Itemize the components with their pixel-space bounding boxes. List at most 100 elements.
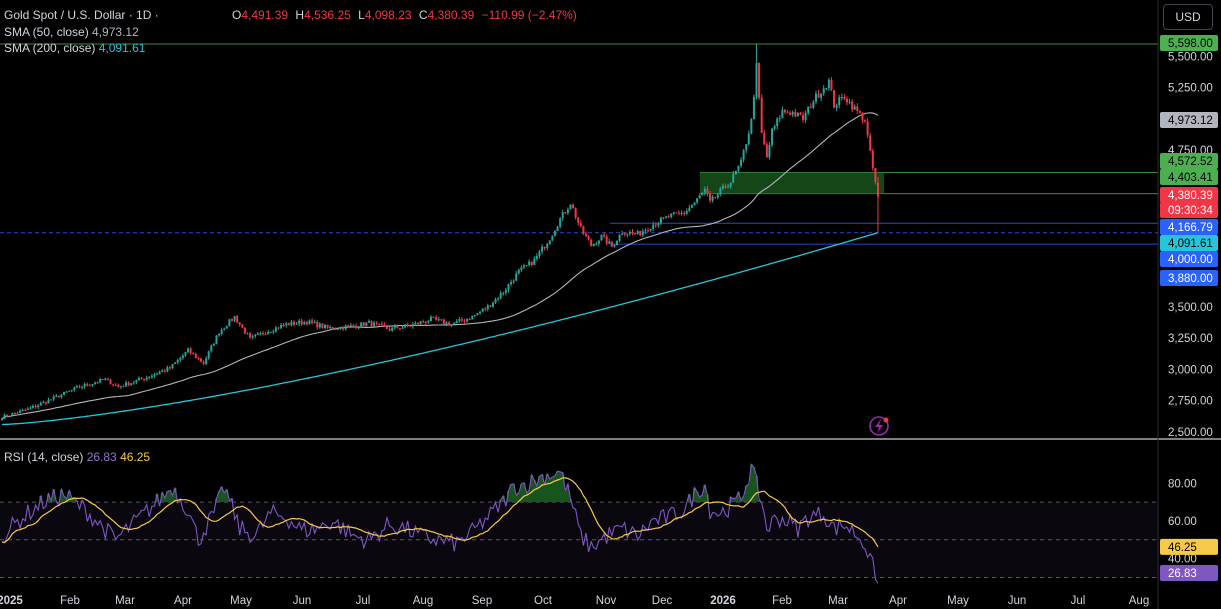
ohlc-readout: O4,491.39 H4,536.25 L4,098.23 C4,380.39 … bbox=[232, 8, 581, 22]
currency-button[interactable]: USD bbox=[1163, 4, 1213, 30]
candle-body bbox=[168, 367, 171, 369]
candle-body bbox=[851, 101, 854, 110]
candle-body bbox=[50, 399, 53, 401]
candle-body bbox=[714, 196, 717, 198]
time-tick-label: Feb bbox=[772, 595, 792, 607]
candle-body bbox=[522, 265, 525, 268]
flash-icon-bolt bbox=[875, 419, 883, 433]
candle-body bbox=[822, 88, 825, 94]
candle-body bbox=[512, 280, 515, 283]
rsi-ma-badge-label: 46.25 bbox=[1168, 542, 1197, 554]
candle-body bbox=[760, 97, 763, 133]
candle-body bbox=[732, 174, 735, 183]
price-tick-label: 2,750.00 bbox=[1168, 396, 1213, 408]
candle-body bbox=[546, 243, 549, 249]
candle-body bbox=[502, 292, 505, 294]
candle-body bbox=[298, 320, 301, 324]
candle-body bbox=[135, 380, 138, 383]
sma50-line bbox=[1, 112, 879, 420]
candle-body bbox=[858, 110, 861, 113]
candle-body bbox=[225, 326, 228, 329]
candle-body bbox=[347, 325, 350, 327]
candle-body bbox=[724, 185, 727, 188]
time-tick-label: Apr bbox=[174, 595, 192, 607]
ohlc-high-value: 4,536.25 bbox=[304, 8, 351, 22]
candle-body bbox=[647, 230, 649, 232]
candle-body bbox=[404, 324, 407, 328]
candle-body bbox=[158, 371, 161, 374]
candle-body bbox=[42, 401, 45, 403]
candle-body bbox=[517, 269, 520, 274]
sma50-legend[interactable]: SMA (50, close) 4,973.12 bbox=[4, 25, 139, 39]
candle-body bbox=[499, 293, 502, 299]
candle-body bbox=[698, 195, 701, 199]
candle-body bbox=[285, 323, 288, 326]
candle-body bbox=[427, 321, 430, 323]
time-tick-label: Feb bbox=[60, 595, 80, 607]
candle-body bbox=[491, 302, 494, 307]
candle-body bbox=[331, 326, 334, 329]
candle-body bbox=[613, 245, 616, 247]
candle-body bbox=[365, 322, 368, 326]
candle-body bbox=[39, 402, 42, 406]
price-badge-label: 09:30:34 bbox=[1168, 205, 1213, 217]
rsi-tick-label: 80.00 bbox=[1168, 478, 1197, 490]
symbol-legend[interactable]: Gold Spot / U.S. Dollar · 1D · bbox=[4, 8, 159, 22]
candle-body bbox=[373, 322, 376, 327]
candle-body bbox=[287, 323, 290, 326]
candle-body bbox=[269, 332, 272, 334]
candle-body bbox=[802, 114, 805, 121]
candle-body bbox=[272, 331, 275, 333]
price-tick-label: 5,250.00 bbox=[1168, 83, 1213, 95]
candle-body bbox=[654, 224, 657, 226]
rsi-label: RSI (14, close) bbox=[4, 450, 84, 464]
candle-body bbox=[65, 391, 68, 393]
candle-body bbox=[535, 256, 538, 259]
candle-body bbox=[657, 223, 660, 226]
candle-body bbox=[636, 231, 639, 234]
candle-body bbox=[117, 385, 120, 387]
candle-body bbox=[267, 332, 270, 335]
sma50-label: SMA (50, close) bbox=[4, 25, 89, 39]
candle-body bbox=[432, 316, 435, 318]
candle-body bbox=[442, 319, 445, 324]
rsi-legend[interactable]: RSI (14, close) 26.83 46.25 bbox=[4, 450, 150, 464]
candle-body bbox=[600, 234, 603, 241]
supply-demand-zone bbox=[700, 172, 884, 194]
candle-body bbox=[47, 399, 50, 404]
rsi-ma-line bbox=[1, 477, 879, 548]
candle-body bbox=[845, 98, 848, 103]
candle-body bbox=[280, 324, 283, 329]
candle-body bbox=[683, 212, 686, 214]
candle-body bbox=[615, 240, 618, 246]
candle-body bbox=[799, 112, 802, 115]
candle-body bbox=[538, 251, 541, 257]
rsi-pane[interactable] bbox=[0, 463, 1158, 584]
candle-body bbox=[680, 212, 683, 214]
candle-body bbox=[130, 383, 133, 386]
price-badge bbox=[1160, 251, 1218, 267]
price-pane[interactable] bbox=[0, 43, 1158, 436]
candle-body bbox=[659, 217, 662, 224]
candle-body bbox=[406, 324, 409, 326]
candle-body bbox=[450, 324, 453, 326]
price-badge bbox=[1160, 270, 1218, 286]
candle-body bbox=[349, 325, 352, 327]
candle-body bbox=[719, 188, 722, 195]
candle-body bbox=[329, 326, 332, 328]
candle-body bbox=[243, 327, 246, 334]
candle-body bbox=[94, 382, 97, 385]
candle-body bbox=[866, 121, 869, 136]
candle-body bbox=[83, 383, 86, 387]
candle-body bbox=[817, 93, 820, 98]
sma200-legend[interactable]: SMA (200, close) 4,091.61 bbox=[4, 41, 145, 55]
price-badge-label: 5,598.00 bbox=[1168, 38, 1213, 50]
flash-icon bbox=[869, 416, 889, 436]
candle-body bbox=[86, 383, 89, 386]
candle-body bbox=[435, 317, 438, 320]
candle-body bbox=[783, 109, 786, 113]
candle-body bbox=[871, 150, 874, 168]
candle-body bbox=[876, 182, 879, 197]
candle-body bbox=[445, 322, 448, 324]
